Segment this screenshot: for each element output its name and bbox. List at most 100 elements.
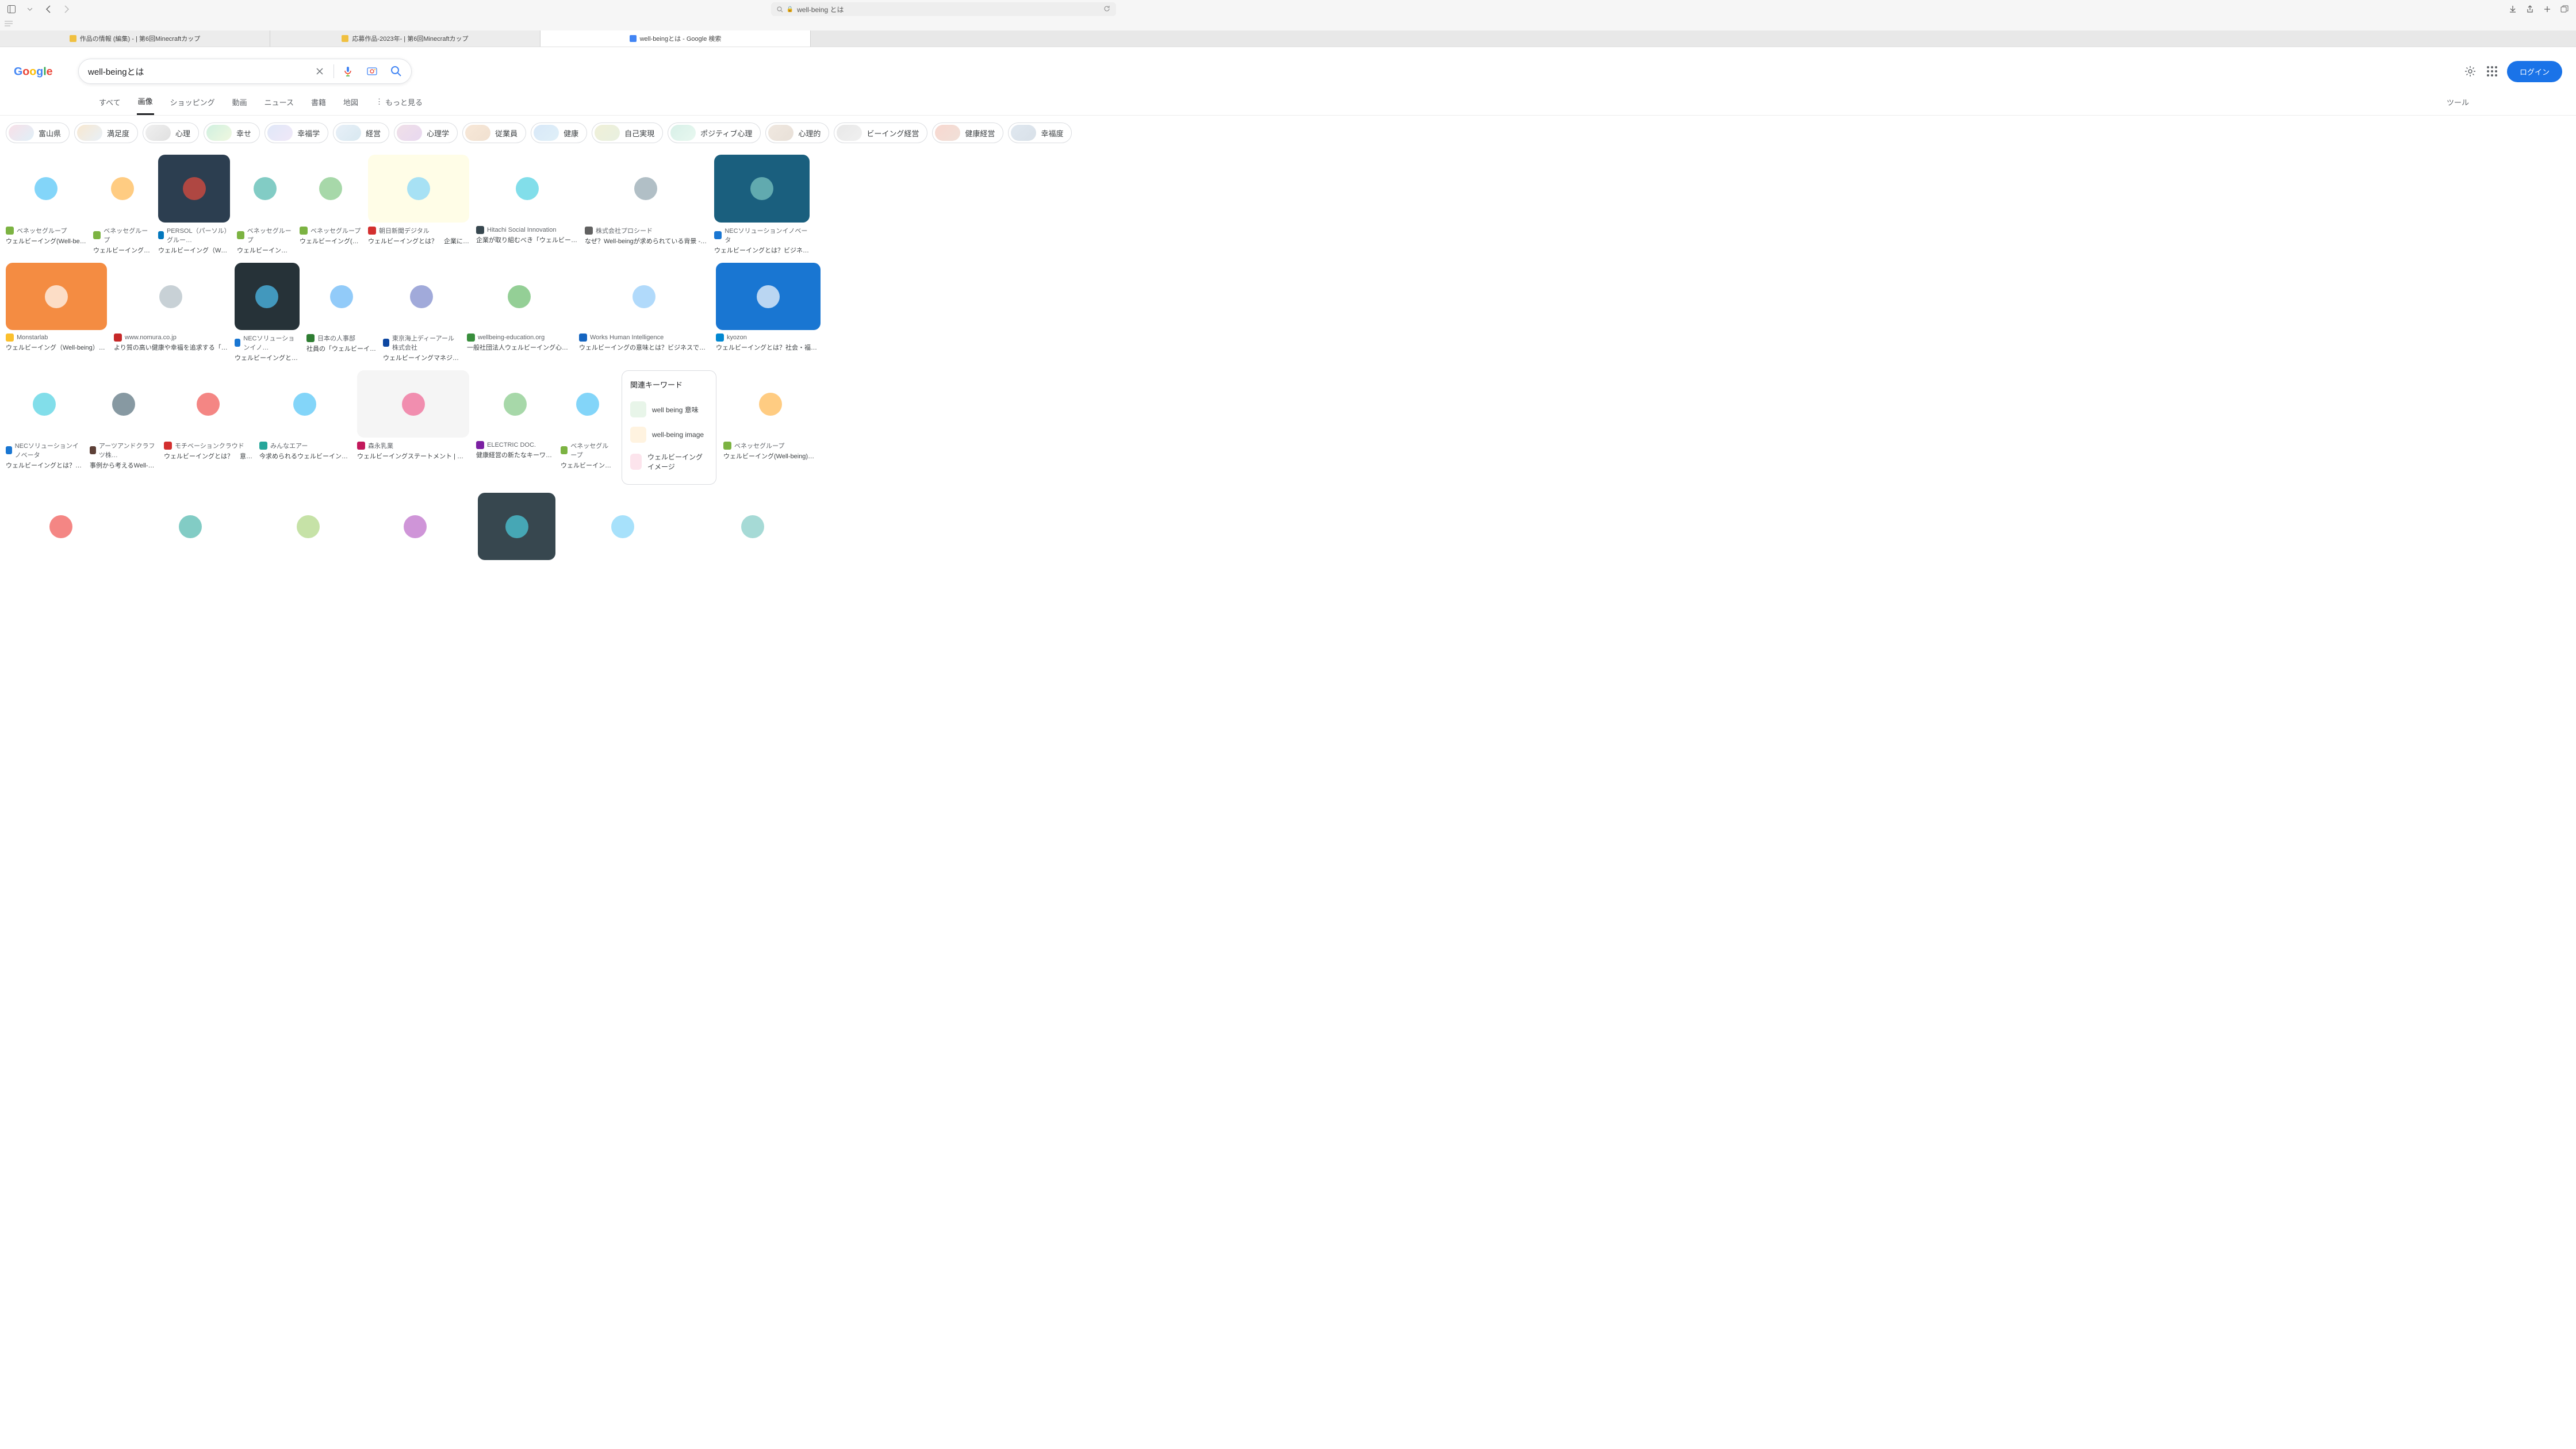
chevron-down-icon[interactable] — [23, 2, 37, 16]
nav-more[interactable]: ⋮ もっと見る — [374, 92, 424, 114]
result-thumbnail[interactable] — [158, 155, 230, 223]
result-thumbnail[interactable] — [259, 370, 350, 438]
result-thumbnail[interactable] — [306, 263, 376, 330]
image-result[interactable]: 森永乳業 ウェルビーイングステートメント | 会社情… — [357, 370, 469, 461]
image-result[interactable]: NECソリューションイノ… ウェルビーイングとは… — [235, 263, 300, 362]
apps-grid-icon[interactable] — [2485, 64, 2499, 78]
result-thumbnail[interactable] — [585, 155, 707, 223]
related-keyword-item[interactable]: ウェルビーイング イメージ — [630, 447, 708, 476]
bookmarks-toggle-icon[interactable] — [0, 18, 2576, 30]
related-keyword-item[interactable]: well-being image — [630, 422, 708, 447]
search-button-icon[interactable] — [386, 61, 407, 82]
filter-chip[interactable]: 経営 — [333, 122, 389, 143]
result-thumbnail[interactable] — [579, 263, 709, 330]
nav-tab-すべて[interactable]: すべて — [98, 92, 122, 114]
image-result[interactable]: モチベーションクラウド ウェルビーイングとは？ 意味・定… — [164, 370, 252, 461]
result-thumbnail[interactable] — [383, 263, 460, 330]
gear-icon[interactable] — [2463, 64, 2477, 78]
url-bar[interactable]: 🔒 well-being とは — [771, 2, 1116, 16]
image-result[interactable]: ベネッセグループ ウェルビーイング(W… — [93, 155, 151, 255]
image-result[interactable]: wellbeing-education.org 一般社団法人ウェルビーイング心理… — [467, 263, 572, 352]
nav-tab-動画[interactable]: 動画 — [231, 92, 248, 114]
image-result[interactable] — [263, 493, 353, 560]
image-result[interactable] — [360, 493, 471, 560]
sidebar-toggle-icon[interactable] — [5, 2, 18, 16]
image-result[interactable]: ベネッセグループ ウェルビーイング(… — [237, 155, 293, 255]
filter-chip[interactable]: 自己実現 — [592, 122, 663, 143]
browser-tab[interactable]: 応募作品-2023年- | 第6回Minecraftカップ — [270, 30, 540, 47]
image-result[interactable]: みんなエアー 今求められるウェルビーイング経… — [259, 370, 350, 461]
image-result[interactable] — [124, 493, 256, 560]
result-thumbnail[interactable] — [90, 370, 157, 438]
nav-tools[interactable]: ツール — [2445, 92, 2470, 114]
image-result[interactable]: ベネッセグループ ウェルビーイング(Well-… — [300, 155, 361, 246]
result-thumbnail[interactable] — [562, 493, 683, 560]
filter-chip[interactable]: 幸せ — [204, 122, 260, 143]
image-result[interactable]: ベネッセグループ ウェルビーイング(Well-being)とは… — [723, 370, 817, 461]
filter-chip[interactable]: 健康経営 — [932, 122, 1003, 143]
result-thumbnail[interactable] — [561, 370, 615, 438]
result-thumbnail[interactable] — [93, 155, 151, 223]
filter-chip[interactable]: 心理 — [143, 122, 199, 143]
nav-tab-画像[interactable]: 画像 — [137, 91, 154, 115]
result-thumbnail[interactable] — [467, 263, 572, 330]
result-thumbnail[interactable] — [114, 263, 228, 330]
result-thumbnail[interactable] — [6, 155, 86, 223]
image-result[interactable]: kyozon ウェルビーイングとは？社会・福祉・健… — [716, 263, 821, 352]
image-result[interactable] — [6, 493, 117, 560]
tabs-overview-icon[interactable] — [2558, 2, 2571, 16]
image-result[interactable]: 株式会社プロシード なぜ？Well-beingが求められている背景 - 株式会… — [585, 155, 707, 246]
image-result[interactable]: 日本の人事部 社員の「ウェルビーイン… — [306, 263, 376, 353]
nav-tab-地図[interactable]: 地図 — [342, 92, 359, 114]
voice-search-icon[interactable] — [338, 61, 358, 82]
image-result[interactable]: Monstarlab ウェルビーイング（Well-being）とは… — [6, 263, 107, 352]
result-thumbnail[interactable] — [357, 370, 469, 438]
result-thumbnail[interactable] — [368, 155, 469, 223]
back-button[interactable] — [41, 2, 55, 16]
result-thumbnail[interactable] — [263, 493, 353, 560]
result-thumbnail[interactable] — [360, 493, 471, 560]
result-thumbnail[interactable] — [235, 263, 300, 330]
image-result[interactable]: ELECTRIC DOC. 健康経営の新たなキーワード… — [476, 370, 554, 459]
image-result[interactable]: 朝日新聞デジタル ウェルビーイングとは？ 企業にもたら… — [368, 155, 469, 246]
login-button[interactable]: ログイン — [2507, 61, 2562, 82]
image-result[interactable]: NECソリューションイノベータ ウェルビーイングとは？ビジ… — [6, 370, 83, 470]
image-result[interactable]: アーツアンドクラフツ株… 事例から考えるWell-bei… — [90, 370, 157, 470]
google-logo[interactable]: Google — [14, 60, 67, 83]
filter-chip[interactable]: 富山県 — [6, 122, 70, 143]
image-result[interactable]: Hitachi Social Innovation 企業が取り組むべき「ウェルビ… — [476, 155, 578, 244]
browser-tab[interactable]: well-beingとは - Google 検索 — [540, 30, 811, 47]
download-icon[interactable] — [2506, 2, 2520, 16]
result-thumbnail[interactable] — [164, 370, 252, 438]
filter-chip[interactable]: 従業員 — [462, 122, 526, 143]
result-thumbnail[interactable] — [6, 493, 117, 560]
result-thumbnail[interactable] — [716, 263, 821, 330]
reload-icon[interactable] — [1103, 5, 1110, 14]
nav-tab-ニュース[interactable]: ニュース — [263, 92, 295, 114]
forward-button[interactable] — [60, 2, 74, 16]
result-thumbnail[interactable] — [478, 493, 555, 560]
share-icon[interactable] — [2523, 2, 2537, 16]
result-thumbnail[interactable] — [6, 263, 107, 330]
filter-chip[interactable]: ビーイング経営 — [834, 122, 927, 143]
image-result[interactable]: PERSOL（パーソル）グルー… ウェルビーイング（Well-b… — [158, 155, 230, 255]
new-tab-icon[interactable] — [2540, 2, 2554, 16]
result-thumbnail[interactable] — [723, 370, 817, 438]
related-keyword-item[interactable]: well being 意味 — [630, 397, 708, 422]
filter-chip[interactable]: 心理学 — [394, 122, 458, 143]
result-thumbnail[interactable] — [714, 155, 810, 223]
image-result[interactable]: Works Human Intelligence ウェルビーイングの意味とは？ビ… — [579, 263, 709, 352]
search-input[interactable] — [88, 67, 309, 76]
filter-chip[interactable]: 満足度 — [74, 122, 138, 143]
result-thumbnail[interactable] — [690, 493, 816, 560]
filter-chip[interactable]: ポジティブ心理 — [668, 122, 761, 143]
result-thumbnail[interactable] — [6, 370, 83, 438]
nav-tab-書籍[interactable]: 書籍 — [310, 92, 327, 114]
result-thumbnail[interactable] — [237, 155, 293, 223]
image-result[interactable] — [562, 493, 683, 560]
filter-chip[interactable]: 心理的 — [765, 122, 829, 143]
result-thumbnail[interactable] — [124, 493, 256, 560]
image-result[interactable]: NECソリューションイノベータ ウェルビーイングとは？ビジネスに… — [714, 155, 810, 255]
browser-tab[interactable]: 作品の情報 (編集) - | 第6回Minecraftカップ — [0, 30, 270, 47]
image-result[interactable]: 東京海上ディーアール株式会社 ウェルビーイングマネジメン… — [383, 263, 460, 362]
